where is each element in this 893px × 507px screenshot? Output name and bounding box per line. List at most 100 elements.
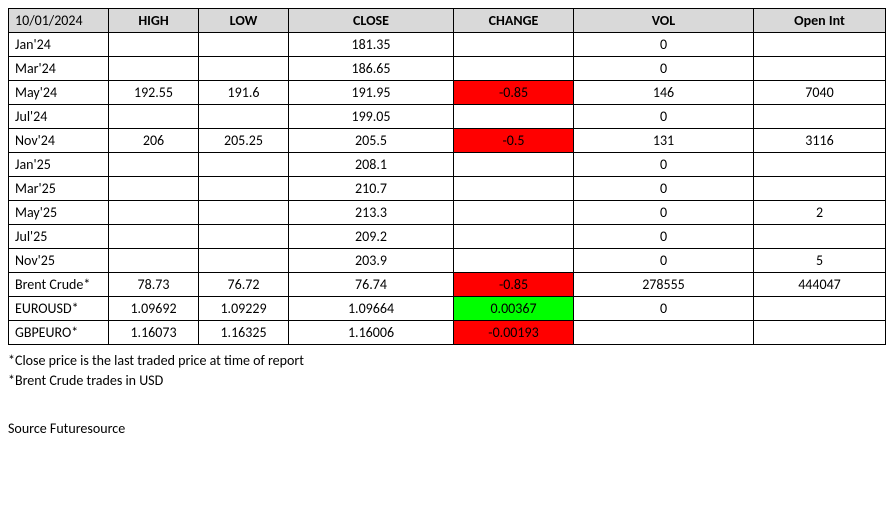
row-label: Jul'24 (9, 105, 109, 129)
row-label: GBPEURO* (9, 321, 109, 345)
table-row: Jul'24 199.05 0 (9, 105, 886, 129)
cell-vol: 131 (574, 129, 754, 153)
cell-oi (754, 177, 886, 201)
cell-low (199, 57, 289, 81)
cell-low (199, 201, 289, 225)
cell-change (454, 105, 574, 129)
row-label: Brent Crude* (9, 273, 109, 297)
cell-oi (754, 153, 886, 177)
cell-vol: 0 (574, 153, 754, 177)
footnotes: *Close price is the last traded price at… (8, 351, 885, 390)
footnote-line: *Close price is the last traded price at… (8, 351, 885, 371)
cell-oi (754, 33, 886, 57)
table-row: Jan'25 208.1 0 (9, 153, 886, 177)
cell-vol: 0 (574, 201, 754, 225)
cell-vol: 278555 (574, 273, 754, 297)
table-row: Jan'24181.350 (9, 33, 886, 57)
table-row: May'24192.55191.6191.95-0.851467040 (9, 81, 886, 105)
row-label: EUROUSD* (9, 297, 109, 321)
cell-high (109, 33, 199, 57)
cell-low (199, 225, 289, 249)
cell-oi: 444047 (754, 273, 886, 297)
cell-change (454, 33, 574, 57)
cell-high (109, 105, 199, 129)
cell-vol: 0 (574, 33, 754, 57)
cell-high: 1.09692 (109, 297, 199, 321)
cell-oi (754, 297, 886, 321)
header-change: CHANGE (454, 9, 574, 33)
table-row: Mar'24 186.65 0 (9, 57, 886, 81)
cell-vol: 0 (574, 105, 754, 129)
cell-vol: 0 (574, 225, 754, 249)
header-row: 10/01/2024 HIGH LOW CLOSE CHANGE VOL Ope… (9, 9, 886, 33)
cell-change (454, 57, 574, 81)
table-row: Jul'25 209.2 0 (9, 225, 886, 249)
row-label: Jul'25 (9, 225, 109, 249)
cell-oi: 7040 (754, 81, 886, 105)
source-line: Source Futuresource (8, 420, 885, 437)
cell-close: 213.3 (289, 201, 454, 225)
cell-close: 1.09664 (289, 297, 454, 321)
cell-high (109, 201, 199, 225)
table-row: EUROUSD*1.096921.092291.096640.003670 (9, 297, 886, 321)
header-high: HIGH (109, 9, 199, 33)
cell-change (454, 153, 574, 177)
cell-change (454, 177, 574, 201)
cell-high (109, 153, 199, 177)
cell-oi (754, 225, 886, 249)
cell-vol: 0 (574, 297, 754, 321)
row-label: Mar'24 (9, 57, 109, 81)
cell-oi: 2 (754, 201, 886, 225)
cell-low (199, 105, 289, 129)
header-close: CLOSE (289, 9, 454, 33)
cell-close: 76.74 (289, 273, 454, 297)
cell-low: 205.25 (199, 129, 289, 153)
cell-change (454, 225, 574, 249)
cell-high (109, 225, 199, 249)
cell-close: 191.95 (289, 81, 454, 105)
cell-high (109, 249, 199, 273)
header-low: LOW (199, 9, 289, 33)
cell-change (454, 249, 574, 273)
cell-vol: 0 (574, 177, 754, 201)
cell-vol (574, 321, 754, 345)
futures-table: 10/01/2024 HIGH LOW CLOSE CHANGE VOL Ope… (8, 8, 886, 345)
table-row: Brent Crude*78.7376.7276.74-0.8527855544… (9, 273, 886, 297)
cell-high (109, 177, 199, 201)
cell-high (109, 57, 199, 81)
header-date: 10/01/2024 (9, 9, 109, 33)
row-label: Nov'25 (9, 249, 109, 273)
cell-oi: 5 (754, 249, 886, 273)
cell-close: 1.16006 (289, 321, 454, 345)
cell-high: 206 (109, 129, 199, 153)
cell-low (199, 177, 289, 201)
cell-oi (754, 57, 886, 81)
row-label: Mar'25 (9, 177, 109, 201)
cell-high: 192.55 (109, 81, 199, 105)
row-label: Jan'24 (9, 33, 109, 57)
cell-change: -0.00193 (454, 321, 574, 345)
row-label: Nov'24 (9, 129, 109, 153)
row-label: Jan'25 (9, 153, 109, 177)
cell-oi (754, 105, 886, 129)
cell-low: 191.6 (199, 81, 289, 105)
cell-vol: 146 (574, 81, 754, 105)
cell-change: -0.85 (454, 81, 574, 105)
cell-low (199, 249, 289, 273)
table-row: May'25213.302 (9, 201, 886, 225)
header-oi: Open Int (754, 9, 886, 33)
cell-vol: 0 (574, 57, 754, 81)
cell-oi (754, 321, 886, 345)
table-row: GBPEURO*1.160731.163251.16006-0.00193 (9, 321, 886, 345)
cell-close: 209.2 (289, 225, 454, 249)
header-vol: VOL (574, 9, 754, 33)
cell-close: 186.65 (289, 57, 454, 81)
cell-low: 1.16325 (199, 321, 289, 345)
row-label: May'24 (9, 81, 109, 105)
cell-high: 1.16073 (109, 321, 199, 345)
cell-close: 210.7 (289, 177, 454, 201)
footnote-line: *Brent Crude trades in USD (8, 371, 885, 391)
cell-close: 208.1 (289, 153, 454, 177)
table-row: Nov'24206205.25205.5-0.51313116 (9, 129, 886, 153)
cell-close: 199.05 (289, 105, 454, 129)
